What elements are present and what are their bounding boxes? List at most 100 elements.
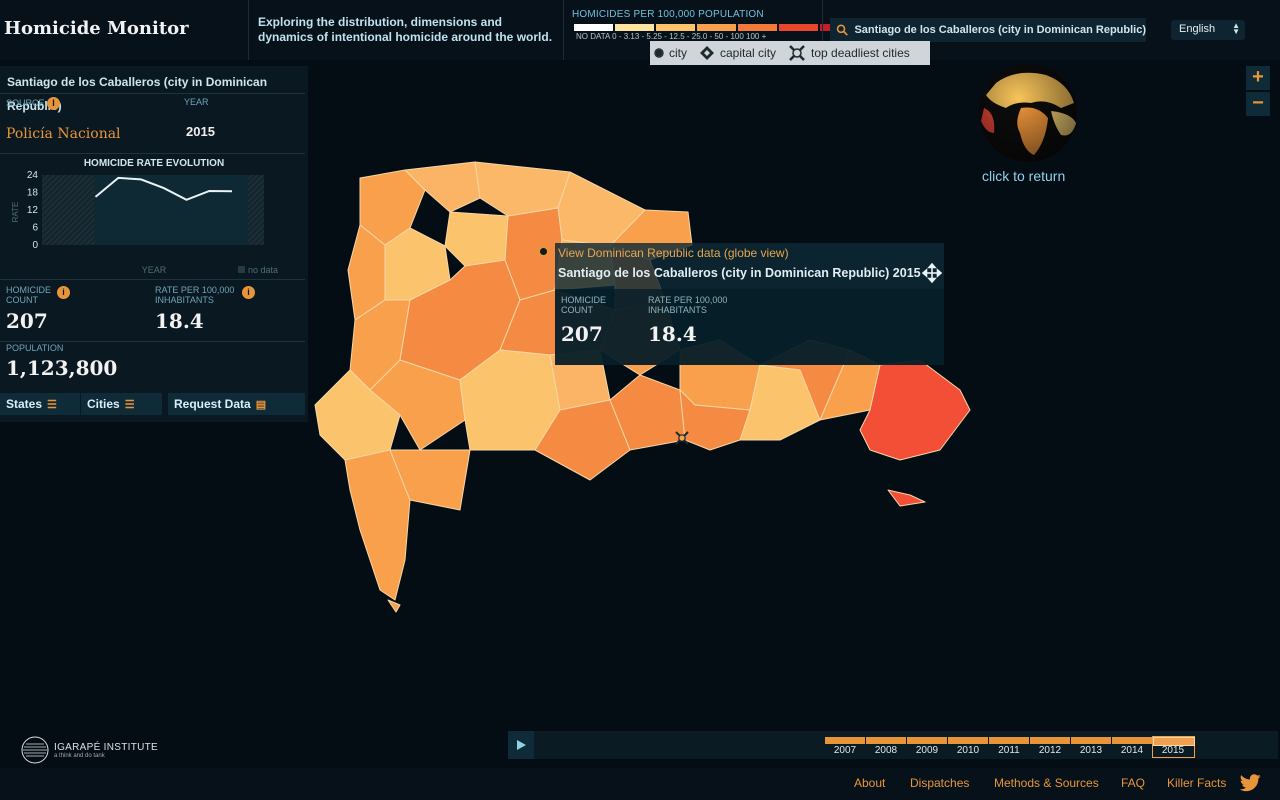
point-type-legend: city capital city top deadliest cities: [650, 41, 930, 65]
states-button[interactable]: States ☰: [0, 393, 80, 415]
selected-city-marker[interactable]: [537, 245, 550, 258]
year-2011[interactable]: 2011: [989, 737, 1030, 757]
app-title[interactable]: Homicide Monitor: [4, 18, 189, 39]
y-tick-label: 0: [32, 240, 38, 251]
header-divider: [248, 0, 249, 60]
tooltip-count-label: HOMICIDE COUNT: [561, 295, 606, 315]
year-label: YEAR: [184, 97, 209, 107]
year-label: 2013: [1079, 745, 1103, 756]
legend-swatch: [779, 24, 818, 31]
year-2008[interactable]: 2008: [866, 737, 907, 757]
province-valverde[interactable]: [444, 211, 509, 267]
year-label: 2012: [1038, 745, 1062, 756]
cities-button[interactable]: Cities ☰: [81, 393, 162, 415]
rate-line: [94, 176, 233, 201]
legend-capital[interactable]: capital city: [699, 45, 776, 61]
no-data-region: [248, 175, 264, 245]
about-link[interactable]: About: [854, 776, 886, 790]
dominican-republic-map[interactable]: [300, 150, 980, 630]
igarape-logo-icon: [21, 736, 49, 764]
source-value[interactable]: Policía Nacional: [6, 126, 121, 142]
count-label-text: HOMICIDE COUNT: [6, 285, 51, 305]
info-panel: Santiago de los Caballeros (city in Domi…: [0, 66, 308, 422]
panel-city-name: Santiago de los Caballeros (city in Domi…: [7, 75, 268, 113]
y-tick-label: 24: [27, 170, 39, 181]
tooltip-body: HOMICIDE COUNT RATE PER 100,000 INHABITA…: [555, 289, 944, 365]
count-label: HOMICIDE COUNT: [6, 285, 66, 305]
deadliest-cross-icon: [789, 45, 805, 61]
year-timeline[interactable]: 2007 2008 2009 2010 2011 2012 2013 2014 2015: [825, 736, 1195, 758]
year-axis-label: YEAR: [142, 265, 167, 275]
legend-swatch: [615, 24, 654, 31]
killer-facts-link[interactable]: Killer Facts: [1167, 776, 1227, 790]
states-button-label: States: [6, 397, 43, 411]
year-2015[interactable]: 2015: [1152, 736, 1195, 758]
year-2009[interactable]: 2009: [907, 737, 948, 757]
header: Homicide Monitor Exploring the distribut…: [0, 0, 1280, 60]
province-la-altagracia[interactable]: [859, 359, 971, 461]
zoom-in-button[interactable]: +: [1246, 66, 1270, 90]
province-barahona[interactable]: [389, 449, 471, 511]
header-divider: [563, 0, 564, 60]
info-icon[interactable]: i: [47, 97, 61, 110]
population-label: POPULATION: [6, 343, 64, 353]
rate-value: 18.4: [155, 309, 204, 333]
language-value: English: [1179, 23, 1216, 35]
return-label[interactable]: click to return: [982, 168, 1066, 184]
brand-text: IGARAPÉ INSTITUTE a think and do tank: [54, 742, 158, 759]
rate-legend-labels: NO DATA 0 - 3.13 - 5.25 - 12.5 - 25.0 - …: [576, 32, 767, 41]
year-2010[interactable]: 2010: [948, 737, 989, 757]
globe-return-button[interactable]: [976, 63, 1080, 167]
deadliest-city-marker[interactable]: [675, 431, 689, 445]
list-icon: ☰: [124, 399, 135, 411]
zoom-out-button[interactable]: −: [1246, 92, 1270, 116]
rate-evolution-chart: 0 6 12 18 24 RATE YEAR no data: [11, 170, 278, 275]
globe-view-link[interactable]: View Dominican Republic data (globe view…: [558, 246, 789, 260]
province-puerto-plata-west[interactable]: [404, 161, 481, 213]
year-label: 2015: [1161, 745, 1185, 756]
city-tooltip: View Dominican Republic data (globe view…: [555, 243, 944, 365]
igarape-logo[interactable]: IGARAPÉ INSTITUTE a think and do tank: [20, 735, 158, 765]
rate-label-text: RATE PER 100,000 INHABITANTS: [155, 285, 235, 305]
legend-swatch: [738, 24, 777, 31]
methods-sources-link[interactable]: Methods & Sources: [994, 776, 1099, 790]
year-2013[interactable]: 2013: [1071, 737, 1112, 757]
play-icon: [517, 740, 526, 750]
legend-swatch: [574, 24, 613, 31]
twitter-icon[interactable]: [1240, 774, 1262, 792]
province-independencia[interactable]: [314, 369, 401, 461]
legend-capital-label: capital city: [720, 46, 777, 60]
year-label: 2014: [1120, 745, 1144, 756]
footer: About Dispatches Methods & Sources FAQ K…: [0, 768, 1280, 800]
faq-link[interactable]: FAQ: [1121, 776, 1146, 790]
request-data-button[interactable]: Request Data ▤: [168, 393, 305, 415]
info-icon[interactable]: i: [57, 286, 70, 299]
year-value: 2015: [186, 124, 215, 139]
source-label-text: SOURCE: [6, 97, 45, 108]
play-button[interactable]: [508, 731, 534, 759]
info-icon[interactable]: i: [242, 286, 255, 299]
year-label: 2008: [874, 745, 898, 756]
legend-deadliest[interactable]: top deadliest cities: [788, 44, 910, 62]
dispatches-link[interactable]: Dispatches: [910, 776, 970, 790]
tooltip-title: Santiago de los Caballeros (city in Domi…: [558, 266, 921, 280]
year-2012[interactable]: 2012: [1030, 737, 1071, 757]
search-input[interactable]: Santiago de los Caballeros (city in Domi…: [830, 18, 1146, 42]
panel-divider: [0, 279, 305, 280]
year-label: 2011: [998, 745, 1020, 756]
legend-city[interactable]: city: [654, 46, 687, 60]
brand-name: IGARAPÉ INSTITUTE: [54, 741, 159, 753]
language-select[interactable]: English ▲ ▼: [1171, 20, 1245, 40]
y-tick-label: 18: [27, 188, 39, 199]
y-tick-label: 6: [32, 223, 38, 234]
province-saona[interactable]: [887, 489, 926, 507]
search-value: Santiago de los Caballeros (city in Domi…: [854, 24, 1146, 36]
year-2007[interactable]: 2007: [825, 737, 866, 757]
no-data-label: no data: [248, 265, 278, 275]
tooltip-rate-value: 18.4: [648, 322, 697, 346]
select-arrows-icon: ▲ ▼: [1232, 21, 1240, 36]
year-2014[interactable]: 2014: [1112, 737, 1153, 757]
province-beata[interactable]: [387, 599, 401, 613]
y-tick-label: 12: [27, 205, 39, 216]
move-icon[interactable]: [922, 263, 942, 283]
